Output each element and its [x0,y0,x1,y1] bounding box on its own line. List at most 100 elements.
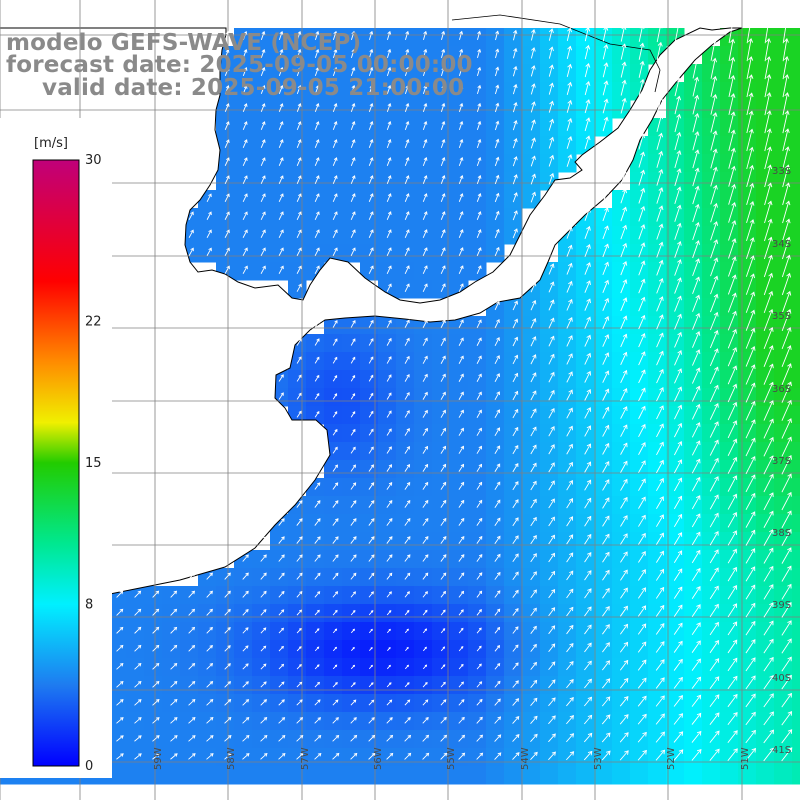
field-cell [486,640,505,659]
field-cell [360,352,379,371]
wind-arrow [314,734,322,742]
wind-arrow [566,81,573,95]
field-cell [252,640,271,659]
wind-arrow [620,369,628,384]
field-cell [396,28,415,47]
field-cell [342,460,361,479]
field-cell [720,136,739,155]
field-cell [252,64,271,83]
wind-arrow [188,572,195,580]
field-cell [666,406,685,425]
wind-arrow [764,19,771,44]
wind-arrow [440,554,447,562]
field-cell [630,442,649,461]
wind-arrow [728,20,735,44]
field-cell [306,694,325,713]
field-cell [468,118,487,137]
wind-arrow [386,699,393,706]
field-cell [486,136,505,155]
field-cell [378,604,397,623]
field-cell [378,442,397,461]
wind-arrow [134,717,142,724]
wind-arrow [673,604,683,617]
wind-arrow [368,175,374,185]
wind-arrow [691,476,701,492]
field-cell [738,118,757,137]
wind-arrow [368,518,375,526]
field-cell [720,280,739,299]
field-cell [558,532,577,551]
field-cell [540,568,559,587]
wind-arrow [602,605,610,617]
field-cell [594,82,613,101]
wind-arrow [530,299,537,311]
field-cell [396,208,415,227]
field-cell [756,568,775,587]
field-cell [666,352,685,371]
wind-arrow [368,699,375,706]
wind-arrow [656,368,664,384]
field-cell [216,676,235,695]
wind-arrow [655,641,665,653]
field-cell [306,334,325,353]
wind-arrow [638,514,646,527]
wind-arrow [620,424,628,437]
wind-arrow [458,663,464,670]
field-cell [414,694,433,713]
field-cell [432,424,451,443]
field-cell [468,460,487,479]
field-cell [630,496,649,515]
field-cell [756,622,775,641]
wind-arrow [296,734,304,742]
field-cell [702,244,721,263]
wind-arrow [422,664,428,670]
field-cell [612,442,631,461]
field-cell [738,100,757,119]
field-cell [540,64,559,83]
wind-arrow [584,316,591,329]
wind-arrow [602,225,609,240]
wind-arrow [655,568,664,581]
field-cell [522,478,541,497]
field-cell [306,388,325,407]
wind-arrow [242,229,248,238]
field-cell [774,550,793,569]
wind-arrow [458,283,464,292]
field-cell [594,64,613,83]
wind-arrow [620,25,627,42]
wind-arrow [566,443,573,455]
wind-arrow [386,482,393,490]
field-cell [558,478,577,497]
wind-arrow [332,482,339,490]
wind-arrow [350,609,356,616]
field-cell [432,208,451,227]
field-cell [450,100,469,119]
field-cell [504,658,523,677]
field-cell [342,712,361,731]
field-cell [432,100,451,119]
wind-arrow [727,292,737,313]
field-cell [486,64,505,83]
wind-arrow [386,610,392,616]
field-cell [270,568,289,587]
wind-arrow [638,205,646,222]
field-cell [468,496,487,515]
field-cell [180,766,199,785]
wind-arrow [782,74,790,98]
field-cell [756,514,775,533]
wind-arrow [637,749,647,761]
wind-arrow [673,495,683,510]
field-cell [558,496,577,515]
wind-arrow [691,403,701,420]
wind-arrow [781,620,792,636]
wind-arrow [386,283,392,292]
field-cell [630,352,649,371]
wind-arrow [224,663,231,670]
forecast-date: forecast date: 2025-09-05 00:00:00 [6,52,473,78]
wind-arrow [278,157,284,166]
wind-arrow [566,534,574,545]
field-cell [702,298,721,317]
wind-arrow [458,193,464,203]
wind-arrow [423,30,428,41]
wind-arrow [296,374,302,382]
